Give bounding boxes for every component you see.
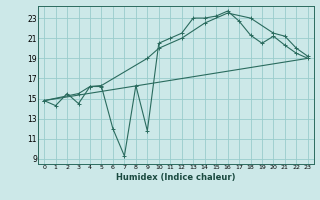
X-axis label: Humidex (Indice chaleur): Humidex (Indice chaleur) [116, 173, 236, 182]
